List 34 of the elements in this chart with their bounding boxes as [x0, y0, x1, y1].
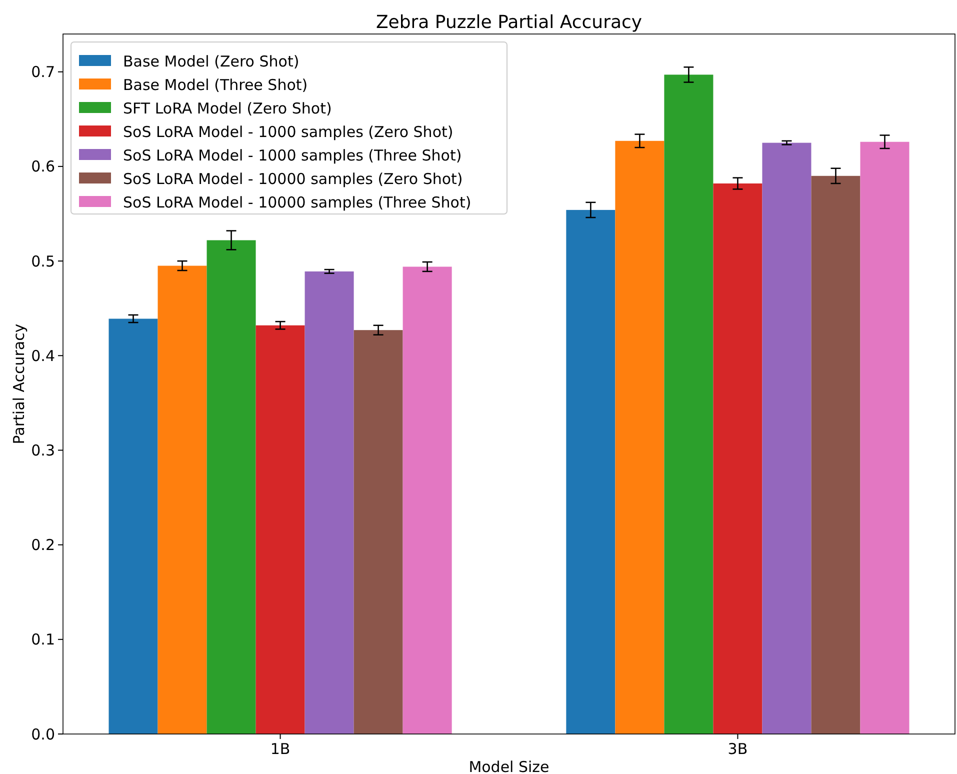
- bar: [566, 210, 616, 734]
- y-tick-label: 0.3: [31, 441, 55, 460]
- y-tick-label: 0.2: [31, 536, 55, 554]
- y-tick-label: 0.1: [31, 630, 55, 649]
- y-axis-title: Partial Accuracy: [10, 324, 28, 444]
- bar: [108, 318, 158, 734]
- legend-label: Base Model (Three Shot): [123, 76, 308, 94]
- bar: [811, 176, 860, 734]
- chart-title: Zebra Puzzle Partial Accuracy: [376, 12, 642, 33]
- x-tick-label: 3B: [728, 740, 748, 758]
- bar: [206, 240, 256, 734]
- legend-label: SoS LoRA Model - 1000 samples (Zero Shot): [123, 122, 454, 141]
- bar: [304, 271, 354, 734]
- legend-label: Base Model (Zero Shot): [123, 52, 300, 70]
- bar: [354, 330, 403, 734]
- bar: [713, 183, 762, 734]
- legend-label: SoS LoRA Model - 10000 samples (Three Shot): [123, 193, 472, 212]
- y-tick-label: 0.0: [31, 725, 55, 744]
- x-axis-title: Model Size: [468, 758, 550, 774]
- x-tick-label: 1B: [270, 740, 290, 758]
- legend-label: SoS LoRA Model - 1000 samples (Three Shot): [123, 146, 462, 164]
- bar: [158, 266, 207, 734]
- bar: [402, 266, 452, 734]
- legend-label: SoS LoRA Model - 10000 samples (Zero Shot): [123, 170, 463, 188]
- bar: [664, 74, 714, 734]
- bar: [860, 142, 910, 734]
- legend-label: SFT LoRA Model (Zero Shot): [123, 99, 332, 118]
- bar: [256, 325, 305, 734]
- y-tick-label: 0.6: [31, 158, 55, 176]
- bar: [615, 140, 664, 734]
- bar: [762, 142, 812, 734]
- y-tick-label: 0.7: [31, 63, 55, 82]
- y-tick-label: 0.5: [31, 252, 55, 270]
- y-tick-label: 0.4: [31, 346, 55, 365]
